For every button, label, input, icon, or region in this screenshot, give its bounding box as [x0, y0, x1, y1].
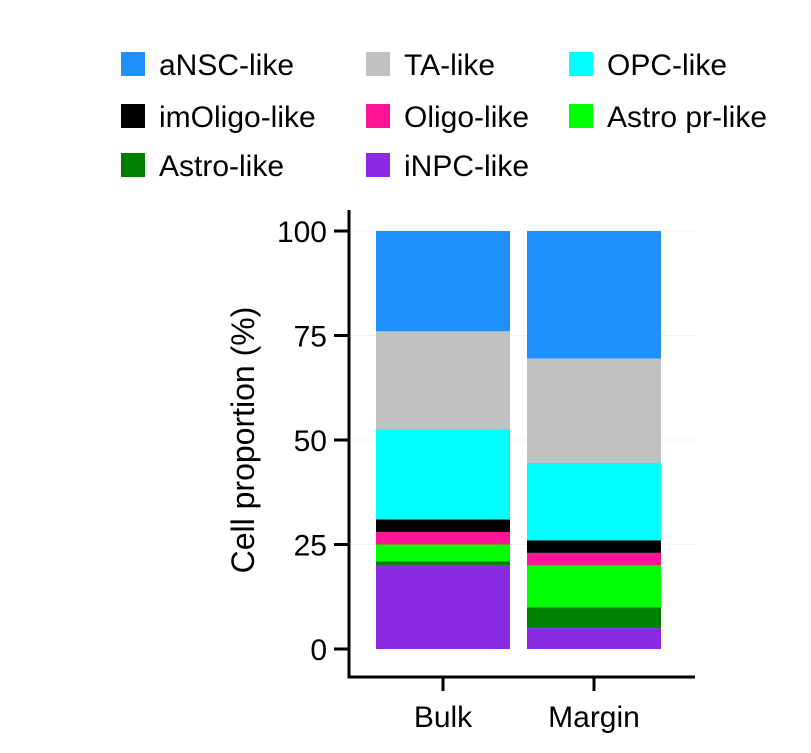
y-axis-title: Cell proportion (%) [225, 307, 261, 574]
bar-segment-margin-astro-like [527, 607, 661, 629]
legend: aNSC-like TA-like OPC-like imOligo-like Olig… [121, 49, 767, 183]
legend-swatch [569, 52, 593, 76]
x-tick-label-bulk: Bulk [414, 701, 473, 734]
legend-label: TA-like [404, 49, 495, 82]
x-tick-label-margin: Margin [548, 701, 640, 734]
legend-item-astro-like: Astro-like [121, 150, 284, 183]
bar-segment-margin-astro-pr-like [527, 565, 661, 608]
bars [376, 231, 661, 649]
y-tick-label: 0 [310, 634, 327, 667]
y-tick-label: 25 [294, 530, 327, 563]
y-tick-label: 75 [294, 321, 327, 354]
legend-label: Astro-like [159, 150, 284, 183]
y-tick-label: 100 [277, 216, 327, 249]
bar-segment-margin-opc-like [527, 462, 661, 541]
legend-item-ta-like: TA-like [366, 49, 495, 82]
legend-item-imoligo-like: imOligo-like [121, 101, 316, 134]
bar-segment-margin-oligo-like [527, 552, 661, 566]
bar-segment-bulk-ta-like [376, 331, 510, 430]
bar-segment-bulk-ansc-like [376, 231, 510, 332]
bar-segment-bulk-opc-like [376, 429, 510, 520]
legend-swatch [569, 104, 593, 128]
legend-item-ansc-like: aNSC-like [121, 49, 294, 82]
bar-segment-bulk-astro-pr-like [376, 544, 510, 562]
bar-segment-bulk-oligo-like [376, 531, 510, 545]
legend-label: Oligo-like [404, 101, 529, 134]
legend-swatch [121, 153, 145, 177]
legend-item-astro-pr-like: Astro pr-like [569, 101, 767, 134]
legend-swatch [366, 153, 390, 177]
legend-item-oligo-like: Oligo-like [366, 101, 529, 134]
bar-segment-bulk-inpc-like [376, 565, 510, 649]
legend-item-inpc-like: iNPC-like [366, 150, 529, 183]
legend-label: imOligo-like [159, 101, 316, 134]
legend-label: OPC-like [607, 49, 727, 82]
legend-label: Astro pr-like [607, 101, 767, 134]
bar-segment-margin-inpc-like [527, 628, 661, 649]
axes: 0 25 50 75 100 Bulk Margin [277, 210, 695, 734]
legend-swatch [366, 52, 390, 76]
y-tick-label: 50 [294, 425, 327, 458]
legend-label: iNPC-like [404, 150, 529, 183]
bar-segment-bulk-astro-like [376, 561, 510, 566]
legend-swatch [121, 104, 145, 128]
legend-item-opc-like: OPC-like [569, 49, 727, 82]
legend-swatch [366, 104, 390, 128]
legend-swatch [121, 52, 145, 76]
legend-label: aNSC-like [159, 49, 294, 82]
bar-segment-margin-imoligo-like [527, 540, 661, 553]
bar-segment-margin-ansc-like [527, 231, 661, 359]
bar-segment-bulk-imoligo-like [376, 519, 510, 532]
bar-segment-margin-ta-like [527, 358, 661, 463]
